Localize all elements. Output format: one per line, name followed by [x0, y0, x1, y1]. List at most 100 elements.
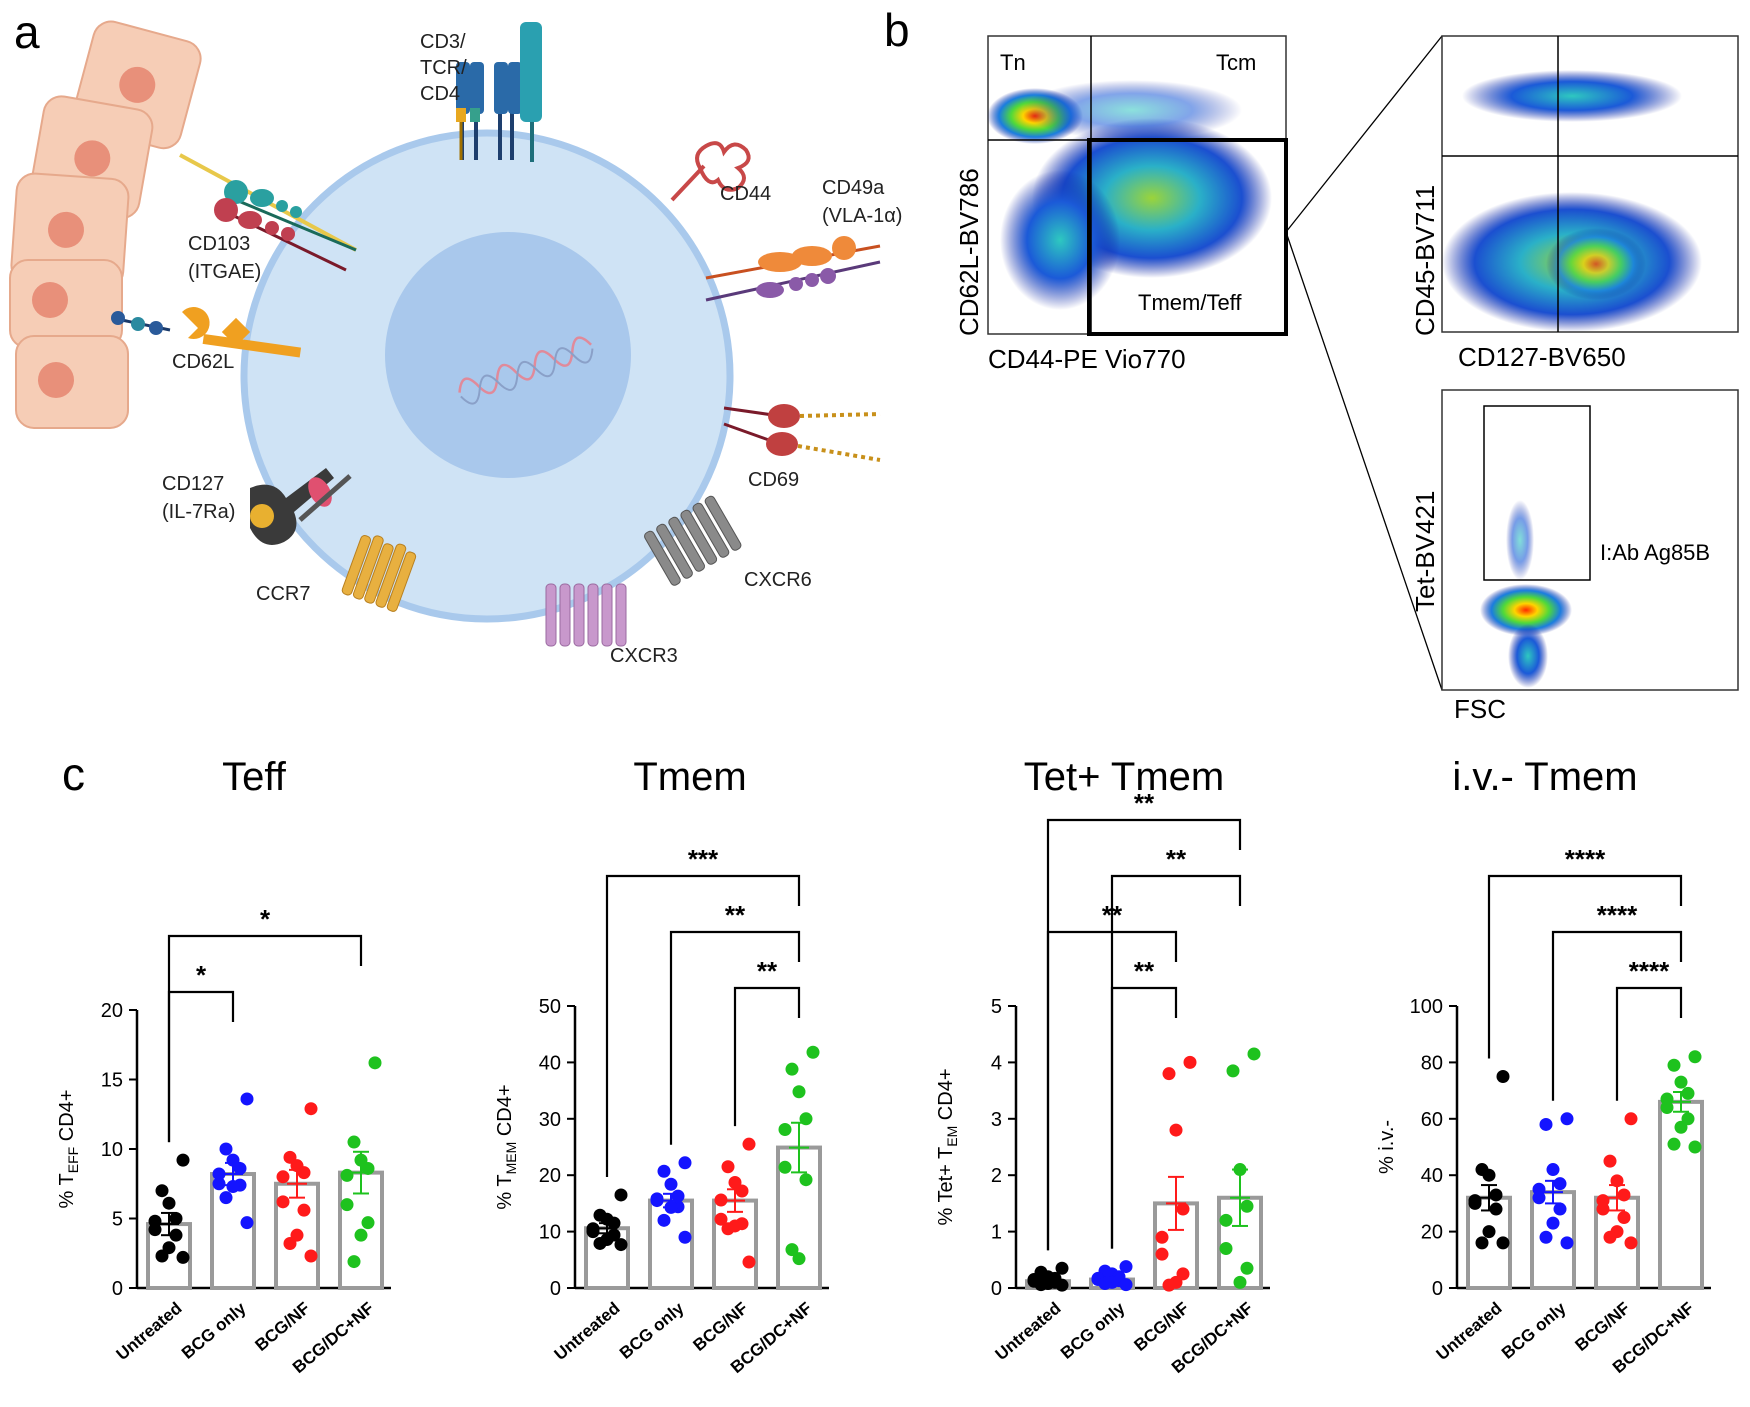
- cd69-icon: [723, 404, 881, 462]
- svg-text:(IL-7Ra): (IL-7Ra): [162, 501, 235, 523]
- y-tick-label: 20: [101, 1000, 123, 1022]
- data-point: [240, 1092, 254, 1106]
- data-point: [1553, 1202, 1567, 1216]
- data-point: [347, 1135, 361, 1149]
- data-point: [714, 1193, 728, 1207]
- data-point: [614, 1238, 628, 1252]
- data-point: [340, 1168, 354, 1182]
- category-label: BCG/NF: [689, 1299, 751, 1355]
- y-tick-label: 0: [991, 1278, 1002, 1300]
- significance-label: ****: [1629, 956, 1670, 986]
- label-cd69: CD69: [748, 469, 799, 491]
- data-point: [240, 1216, 254, 1230]
- data-point: [1162, 1278, 1176, 1292]
- category-label: BCG/NF: [1571, 1299, 1633, 1355]
- y-tick-label: 20: [1421, 1222, 1443, 1244]
- data-point: [1247, 1047, 1261, 1061]
- label-cd103: CD103: [188, 233, 250, 255]
- data-point: [155, 1184, 169, 1198]
- data-point: [1674, 1075, 1688, 1089]
- data-point: [1155, 1230, 1169, 1244]
- significance-label: ***: [688, 844, 719, 874]
- data-point: [1219, 1242, 1233, 1256]
- data-point: [799, 1173, 813, 1187]
- data-point: [657, 1213, 671, 1227]
- flow-plot-cd127-cd45: CD127-BV650 CD45-BV711: [1410, 35, 1739, 372]
- data-point: [785, 1062, 799, 1076]
- data-point: [368, 1056, 382, 1070]
- cd103-icon: [179, 153, 357, 272]
- y-tick-label: 10: [101, 1139, 123, 1161]
- data-point: [650, 1194, 664, 1208]
- data-point: [1240, 1261, 1254, 1275]
- data-point: [276, 1195, 290, 1209]
- panel-letter-a: a: [14, 6, 40, 58]
- gate-tmem-teff: Tmem/Teff: [1138, 290, 1242, 315]
- data-point: [1660, 1101, 1674, 1115]
- data-point: [155, 1249, 169, 1263]
- significance-label: **: [1134, 956, 1155, 986]
- y-tick-label: 2: [991, 1165, 1002, 1187]
- data-point: [678, 1156, 692, 1170]
- data-point: [792, 1085, 806, 1099]
- data-point: [1183, 1055, 1197, 1069]
- data-point: [1226, 1064, 1240, 1078]
- significance-bracket: [167, 934, 363, 1143]
- yaxis-label: CD45-BV711: [1410, 185, 1440, 336]
- data-point: [792, 1252, 806, 1266]
- epithelium: [9, 20, 202, 429]
- significance-label: *: [260, 904, 271, 934]
- data-point: [1240, 1199, 1254, 1213]
- xaxis-label: CD127-BV650: [1458, 342, 1626, 372]
- data-point: [1162, 1067, 1176, 1081]
- y-tick-label: 80: [1421, 1052, 1443, 1074]
- data-point: [1468, 1196, 1482, 1210]
- category-label: Untreated: [113, 1299, 186, 1365]
- chart-title: Tet+ Tmem: [1024, 755, 1224, 799]
- y-tick-label: 5: [112, 1209, 123, 1231]
- category-label: Untreated: [551, 1299, 624, 1365]
- flow-plot-fsc-tet: I:Ab Ag85B FSC Tet-BV421: [1410, 389, 1739, 724]
- label-cd49a: CD49a: [822, 177, 885, 199]
- significance-label: **: [757, 956, 778, 986]
- cd127-icon: [250, 468, 352, 545]
- data-point: [1055, 1261, 1069, 1275]
- data-point: [1688, 1050, 1702, 1064]
- data-point: [1119, 1260, 1133, 1274]
- data-point: [347, 1255, 361, 1269]
- data-point: [354, 1228, 368, 1242]
- y-axis-label: % i.v.-: [1376, 1120, 1398, 1174]
- chart-title: i.v.- Tmem: [1452, 755, 1637, 799]
- cxcr6-icon: [644, 495, 742, 586]
- data-point: [1617, 1188, 1631, 1202]
- data-point: [304, 1249, 318, 1263]
- category-label: BCG only: [1498, 1298, 1570, 1363]
- data-point: [1169, 1123, 1183, 1137]
- cxcr3-icon: [545, 583, 627, 647]
- significance-bracket: [733, 986, 801, 1127]
- label-cxcr6: CXCR6: [744, 569, 812, 591]
- ccr7-icon: [341, 535, 417, 612]
- significance-label: ****: [1565, 844, 1606, 874]
- y-tick-label: 0: [550, 1278, 561, 1300]
- label-cd62l: CD62L: [172, 351, 234, 373]
- yaxis-label: CD62L-BV786: [954, 168, 984, 336]
- data-point: [1546, 1216, 1560, 1230]
- data-point: [721, 1160, 735, 1174]
- y-tick-label: 30: [539, 1109, 561, 1131]
- data-point: [1176, 1202, 1190, 1216]
- significance-bracket: [1551, 930, 1683, 1101]
- data-point: [1475, 1236, 1489, 1250]
- data-point: [1539, 1230, 1553, 1244]
- label-cd44: CD44: [720, 183, 771, 205]
- significance-label: *: [196, 960, 207, 990]
- data-point: [219, 1191, 233, 1205]
- significance-bracket: [1046, 818, 1242, 1251]
- data-point: [162, 1196, 176, 1210]
- category-label: BCG only: [1057, 1298, 1129, 1363]
- data-point: [742, 1137, 756, 1151]
- data-point: [1667, 1137, 1681, 1151]
